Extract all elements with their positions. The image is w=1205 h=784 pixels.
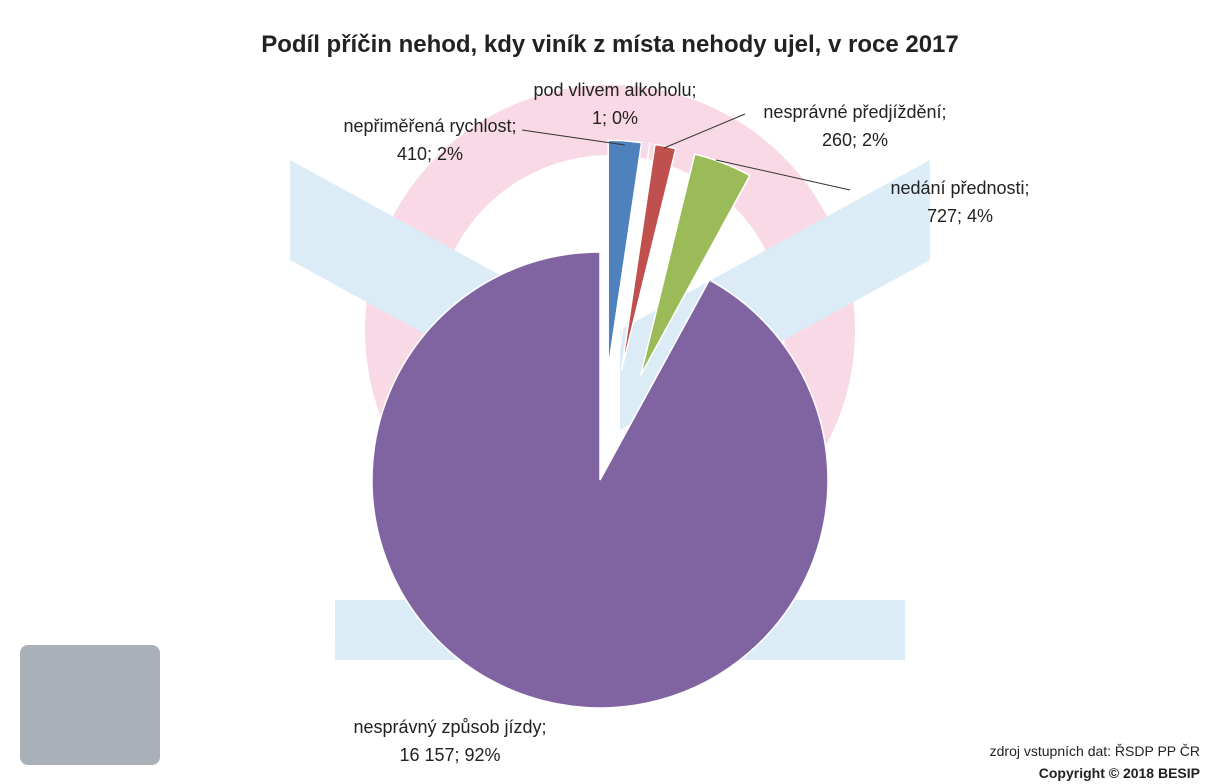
pie-slice [615, 142, 651, 370]
data-label: nepřiměřená rychlost; [343, 116, 516, 136]
pie-slice [607, 139, 643, 369]
chart-title: Podíl příčin nehod, kdy viník z místa ne… [261, 31, 959, 58]
label-percent: 0% [612, 108, 638, 128]
data-label: 727; 4% [927, 206, 993, 226]
label-value: 1 [592, 108, 602, 128]
label-category: nedání přednosti [890, 178, 1024, 198]
label-separator: ; [957, 206, 962, 226]
data-label: nesprávné předjíždění; [763, 102, 946, 122]
data-label: pod vlivem alkoholu; [533, 80, 696, 100]
data-label: 410; 2% [397, 144, 463, 164]
data-label: 1; 0% [592, 108, 638, 128]
label-separator: ; [942, 102, 947, 122]
label-value: 727 [927, 206, 957, 226]
label-percent: 2% [437, 144, 463, 164]
label-percent: 92% [465, 745, 501, 765]
label-percent: 2% [862, 130, 888, 150]
label-separator: ; [455, 745, 460, 765]
leader-line [663, 113, 746, 149]
data-label: nedání přednosti; [890, 178, 1029, 198]
data-label: nesprávný způsob jízdy; [353, 717, 546, 737]
data-label: 260; 2% [822, 130, 888, 150]
label-separator: ; [542, 717, 547, 737]
label-category: nesprávný způsob jízdy [353, 717, 541, 737]
label-category: nepřiměřená rychlost [343, 116, 511, 136]
label-category: nesprávné předjíždění [763, 102, 941, 122]
pie-slice [639, 153, 751, 376]
pie-slice [620, 143, 677, 371]
label-value: 16 157 [399, 745, 454, 765]
copyright: Copyright © 2018 BESIP [1039, 765, 1200, 781]
label-value: 410 [397, 144, 427, 164]
data-label: 16 157; 92% [399, 745, 500, 765]
label-separator: ; [1025, 178, 1030, 198]
leader-line [521, 129, 626, 146]
source: zdroj vstupních dat: ŘSDP PP ČR [990, 743, 1200, 759]
label-percent: 4% [967, 206, 993, 226]
pie-slice [371, 251, 829, 709]
label-separator: ; [512, 116, 517, 136]
label-separator: ; [692, 80, 697, 100]
label-separator: ; [852, 130, 857, 150]
car-photo [20, 645, 160, 765]
label-separator: ; [602, 108, 607, 128]
label-value: 260 [822, 130, 852, 150]
label-category: pod vlivem alkoholu [533, 80, 691, 100]
leader-line [715, 159, 851, 191]
label-separator: ; [427, 144, 432, 164]
